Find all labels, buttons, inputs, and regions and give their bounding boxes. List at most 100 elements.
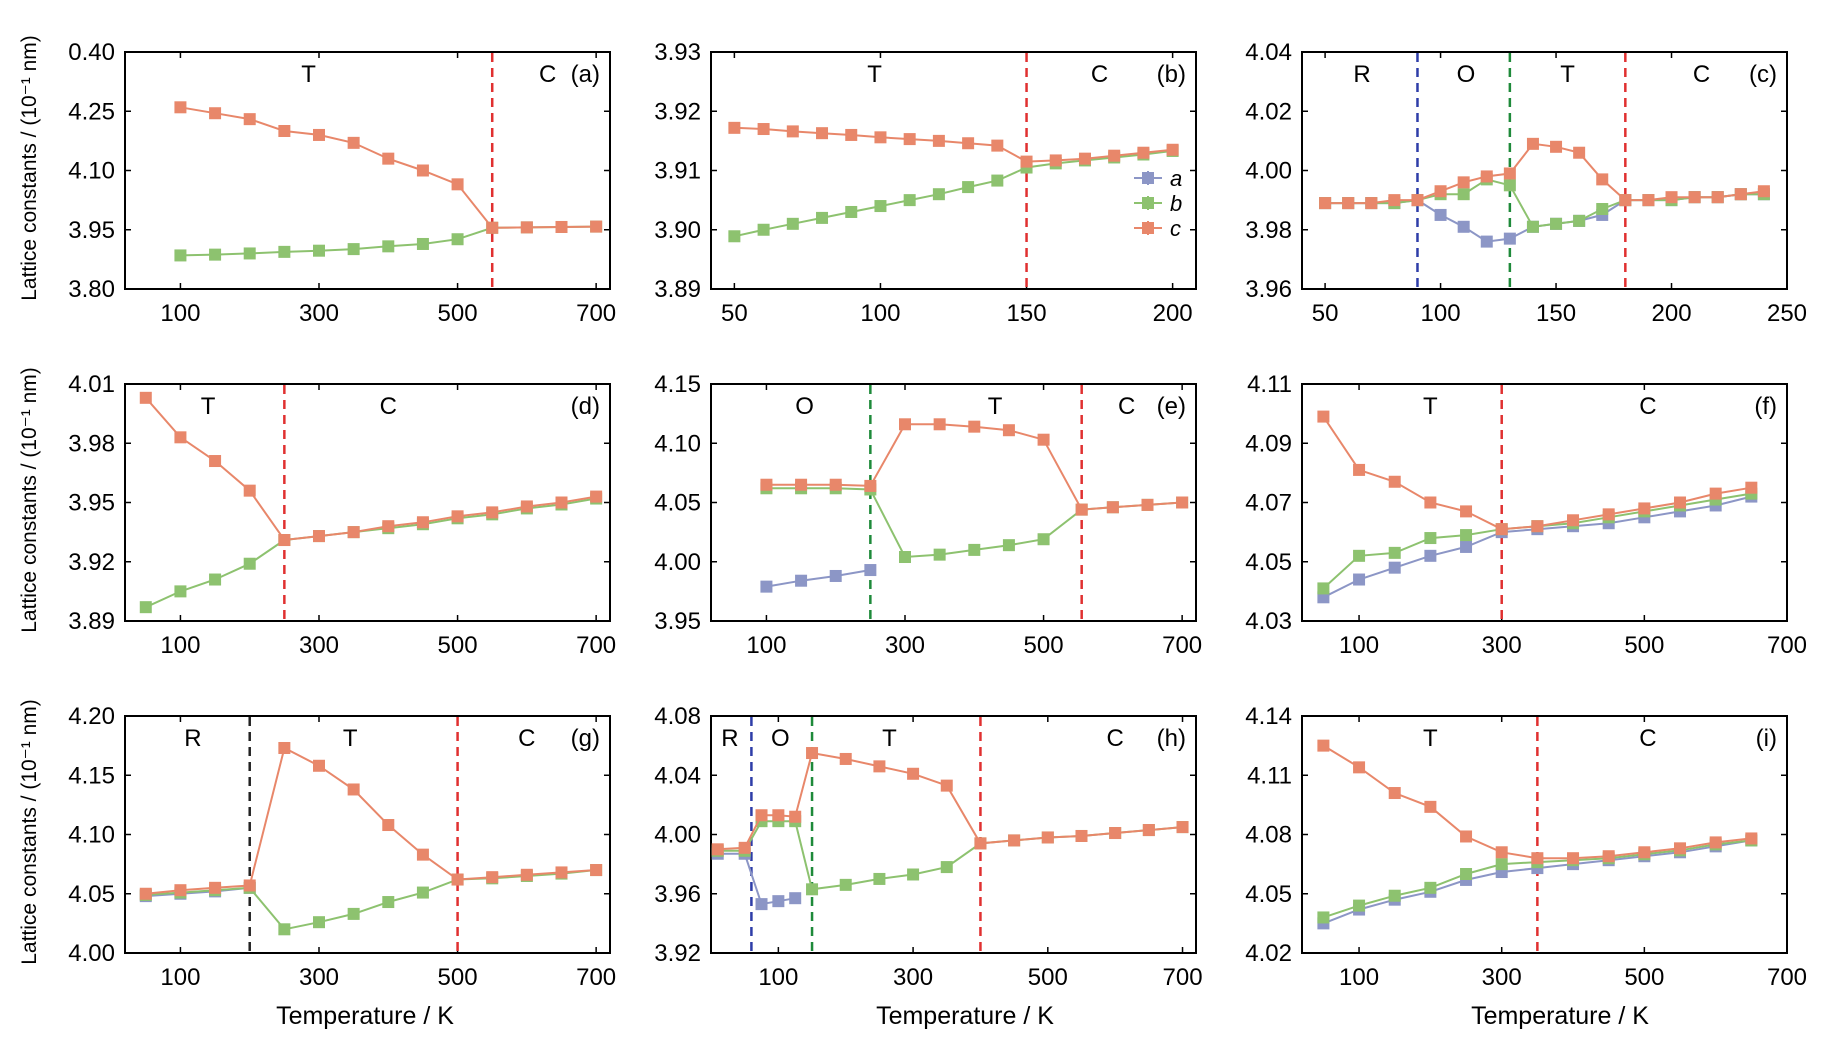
data-point-b (416, 237, 429, 250)
x-tick-label: 700 (1162, 632, 1202, 659)
data-point-a (1480, 235, 1493, 248)
y-tick-label: 3.91 (654, 158, 701, 185)
y-axis-label-row1: Lattice constants / (10⁻¹ nm) (18, 35, 41, 301)
data-point-c (907, 767, 920, 780)
x-tick-label: 50 (721, 300, 748, 327)
series-line-b (1322, 492, 1752, 590)
plot-frame (124, 51, 611, 290)
panel-b: 50 100 150 200 3.89 3.90 3.91 3.92 3.93 T C (b) abc (654, 39, 1197, 327)
x-axis-label-col2: Temperature / K (876, 1002, 1054, 1030)
data-point-c (940, 779, 953, 792)
data-point-b (968, 543, 981, 556)
panel-label: (i) (1756, 725, 1777, 752)
data-point-b (313, 244, 325, 257)
y-tick-label: 4.11 (1247, 762, 1292, 789)
y-tick-label: 3.90 (654, 217, 701, 244)
data-point-c (1495, 523, 1508, 536)
data-point-a (1424, 549, 1437, 562)
x-tick-label: 150 (1007, 300, 1047, 327)
data-point-c (1166, 143, 1179, 156)
y-tick-label: 4.15 (654, 371, 701, 398)
phase-label: T (301, 61, 316, 88)
y-tick-label: 3.96 (654, 881, 701, 908)
y-tick-label: 4.10 (68, 822, 115, 849)
data-point-c (991, 139, 1004, 152)
data-point-b (873, 872, 886, 885)
data-point-b (1424, 881, 1437, 894)
phase-label: T (867, 61, 882, 88)
data-point-c (416, 848, 429, 861)
x-tick-label: 100 (746, 632, 786, 659)
data-point-c (1745, 832, 1758, 845)
data-point-c (278, 741, 291, 754)
data-point-a (1457, 220, 1470, 233)
data-point-c (590, 220, 603, 233)
phase-label: T (1560, 61, 1575, 88)
data-point-b (1457, 188, 1470, 201)
data-point-c (1041, 831, 1054, 844)
y-tick-label: 3.89 (654, 276, 701, 303)
panel-label: (g) (571, 725, 600, 752)
data-point-c (1388, 787, 1401, 800)
data-point-c (555, 220, 568, 233)
panel-g: 100 300 500 700 4.00 4.05 4.10 4.15 4.20 R T C (g) (68, 703, 616, 991)
data-point-c (1711, 191, 1724, 204)
data-point-c (347, 136, 360, 149)
y-tick-label: 4.25 (68, 98, 115, 125)
series-line-c (180, 106, 597, 229)
data-point-c (1388, 475, 1401, 488)
y-tick-label: 4.03 (1245, 608, 1292, 635)
x-tick-label: 500 (1624, 632, 1664, 659)
y-tick-label: 4.20 (68, 703, 115, 730)
data-point-b (907, 868, 920, 881)
data-point-c (1567, 852, 1580, 865)
data-point-c (1317, 410, 1330, 423)
data-point-c (139, 391, 152, 404)
data-point-b (209, 248, 222, 261)
x-tick-label: 50 (1312, 300, 1339, 327)
data-point-b (347, 243, 360, 256)
data-point-c (806, 747, 819, 760)
data-point-c (1317, 739, 1330, 752)
panel-h: 100 300 500 700 3.92 3.96 4.00 4.04 4.08 R O T C (h) (654, 703, 1202, 991)
legend-label-b: b (1170, 191, 1182, 216)
data-point-c (933, 418, 946, 431)
data-point-b (845, 205, 858, 218)
data-point-c (313, 759, 325, 772)
phase-label: O (771, 725, 790, 752)
data-point-c (789, 810, 802, 823)
data-point-a (1434, 208, 1447, 221)
data-point-c (903, 133, 916, 146)
data-point-c (1674, 842, 1687, 855)
y-tick-label: 4.11 (1247, 371, 1292, 398)
data-point-c (520, 500, 533, 513)
data-point-c (520, 221, 533, 234)
data-point-b (209, 573, 222, 586)
data-point-c (845, 128, 858, 141)
data-point-a (772, 895, 785, 908)
phase-label: R (721, 725, 738, 752)
data-point-b (382, 896, 395, 909)
data-point-b (174, 249, 187, 262)
legend-label-a: a (1170, 166, 1182, 191)
data-point-c (1573, 146, 1586, 159)
data-point-c (932, 134, 945, 147)
data-point-c (1526, 137, 1539, 150)
data-point-c (590, 864, 603, 877)
x-tick-label: 300 (1482, 632, 1522, 659)
data-point-c (757, 123, 770, 136)
y-tick-label: 3.98 (68, 430, 115, 457)
panel-label: (d) (571, 393, 600, 420)
x-tick-label: 700 (1767, 964, 1807, 991)
data-point-c (1480, 170, 1493, 183)
x-tick-label: 700 (576, 300, 616, 327)
y-tick-label: 4.02 (1245, 940, 1292, 967)
data-point-c (1745, 481, 1758, 494)
data-point-b (382, 240, 395, 253)
x-tick-label: 100 (160, 300, 200, 327)
data-point-b (278, 245, 291, 258)
x-tick-label: 250 (1767, 300, 1807, 327)
data-point-c (1108, 149, 1121, 162)
data-point-b (1388, 889, 1401, 902)
data-point-c (278, 125, 291, 137)
